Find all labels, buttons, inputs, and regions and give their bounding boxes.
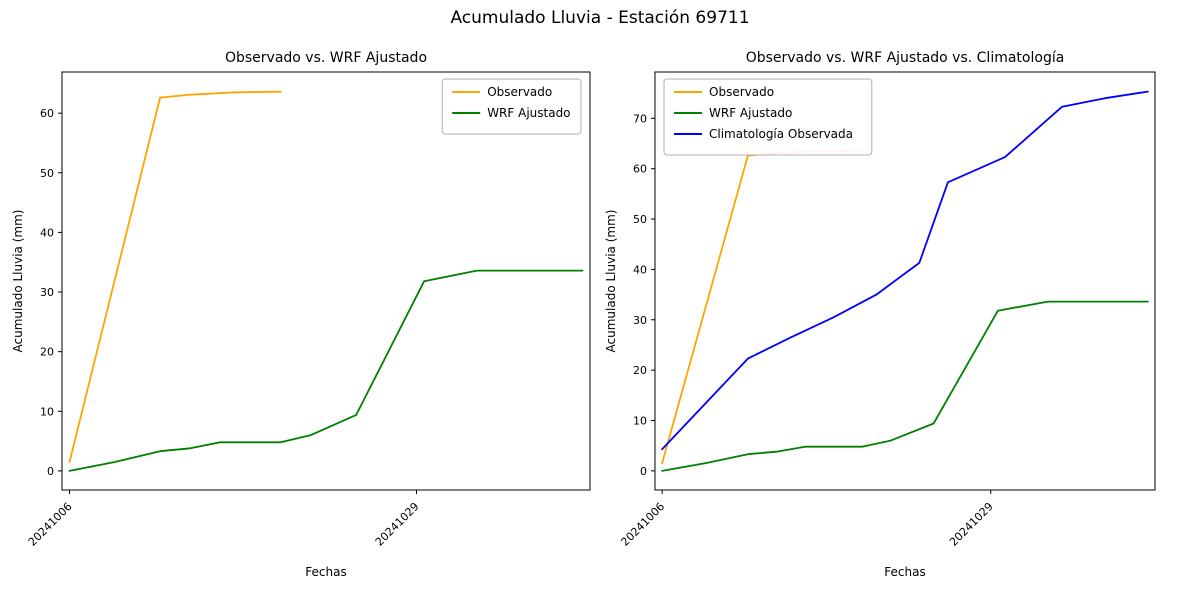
y-tick-label: 0 <box>640 465 647 478</box>
legend-box <box>663 78 873 156</box>
y-axis-label: Acumulado Lluvia (mm) <box>11 210 25 353</box>
y-tick-label: 20 <box>633 364 647 377</box>
y-tick-label: 20 <box>40 346 54 359</box>
legend-label-wrf-ajustado: WRF Ajustado <box>487 106 570 120</box>
x-axis-label: Fechas <box>884 565 925 579</box>
y-tick-label: 40 <box>633 263 647 276</box>
y-tick-label: 70 <box>633 112 647 125</box>
y-tick-label: 10 <box>40 405 54 418</box>
x-tick-label: 20241006 <box>618 500 667 549</box>
legend-label-observado: Observado <box>487 85 552 99</box>
x-tick-label: 20241029 <box>947 500 996 549</box>
y-tick-label: 30 <box>40 286 54 299</box>
series-line-wrf-ajustado <box>68 269 584 472</box>
chart-title: Observado vs. WRF Ajustado <box>225 50 427 66</box>
legend-label-observado: Observado <box>709 85 774 99</box>
y-tick-label: 0 <box>47 465 54 478</box>
axes-box <box>654 71 1156 491</box>
legend-label-climatolog-a-observada: Climatología Observada <box>709 127 853 141</box>
series-line-climatolog-a-observada <box>661 90 1149 451</box>
y-tick-label: 10 <box>633 415 647 428</box>
x-tick-label: 20241006 <box>26 500 75 549</box>
y-tick-label: 50 <box>633 213 647 226</box>
axes-box <box>61 71 591 491</box>
y-tick-label: 40 <box>40 226 54 239</box>
y-axis-label: Acumulado Lluvia (mm) <box>604 210 618 353</box>
series-line-wrf-ajustado <box>661 300 1149 472</box>
x-tick-label: 20241029 <box>373 500 422 549</box>
y-tick-label: 50 <box>40 167 54 180</box>
y-tick-label: 30 <box>633 314 647 327</box>
y-tick-label: 60 <box>40 107 54 120</box>
chart-observado-vs-wrf-ajustado-vs-climatolog-a: 0 10 20 30 40 50 60 70 20241006 20241029 Observado… <box>604 50 1156 579</box>
x-axis-label: Fechas <box>305 565 346 579</box>
chart-observado-vs-wrf-ajustado: 0 10 20 30 40 50 60 20241006 20241029 Observado v… <box>11 50 591 579</box>
legend-label-wrf-ajustado: WRF Ajustado <box>709 106 792 120</box>
chart-title: Observado vs. WRF Ajustado vs. Climatolo… <box>746 50 1065 66</box>
series-line-observado <box>68 90 282 463</box>
figure-title: Acumulado Lluvia - Estación 69711 <box>450 8 750 28</box>
y-tick-label: 60 <box>633 163 647 176</box>
legend: Observado WRF Ajustado Climatología Observ… <box>663 78 873 156</box>
legend: Observado WRF Ajustado <box>441 78 582 135</box>
